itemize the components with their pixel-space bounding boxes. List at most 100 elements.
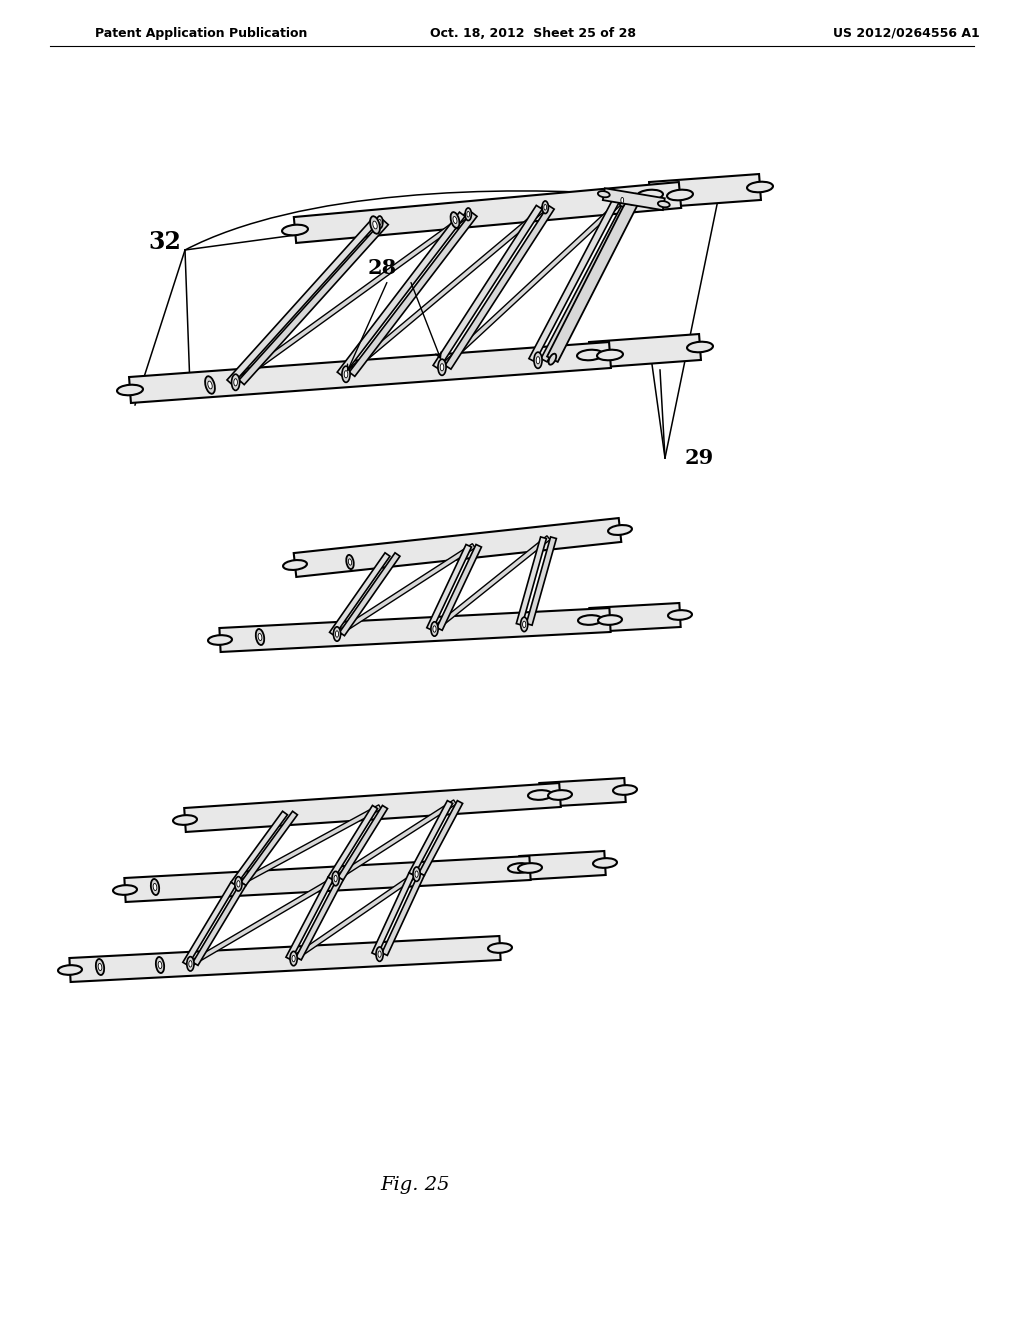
Polygon shape [519,851,606,880]
Polygon shape [294,182,681,243]
Ellipse shape [233,379,238,385]
Ellipse shape [542,201,549,214]
Ellipse shape [593,858,617,867]
Polygon shape [427,544,471,630]
Ellipse shape [578,350,603,360]
Polygon shape [328,805,378,880]
Ellipse shape [158,961,162,969]
Polygon shape [231,812,288,886]
Ellipse shape [208,635,232,645]
Ellipse shape [173,816,197,825]
Ellipse shape [96,958,104,975]
Polygon shape [540,777,626,807]
Ellipse shape [465,209,471,220]
Polygon shape [433,206,542,370]
Ellipse shape [342,366,350,383]
Ellipse shape [346,554,353,569]
Polygon shape [124,855,530,902]
Ellipse shape [431,622,438,636]
Ellipse shape [537,356,540,364]
Polygon shape [649,174,761,209]
Ellipse shape [415,871,418,878]
Polygon shape [286,878,333,960]
Ellipse shape [376,946,383,961]
Polygon shape [419,801,463,875]
Polygon shape [526,537,556,626]
Ellipse shape [373,222,377,228]
Ellipse shape [578,615,602,624]
Polygon shape [129,342,611,403]
Ellipse shape [598,191,609,197]
Ellipse shape [113,886,137,895]
Polygon shape [603,189,665,210]
Polygon shape [337,213,465,376]
Polygon shape [238,805,381,886]
Ellipse shape [508,863,532,873]
Polygon shape [541,198,632,362]
Ellipse shape [620,194,626,206]
Ellipse shape [290,952,297,966]
Ellipse shape [258,634,262,640]
Ellipse shape [687,342,713,352]
Ellipse shape [534,352,542,368]
Ellipse shape [522,622,525,627]
Polygon shape [445,206,554,370]
Polygon shape [334,800,457,880]
Polygon shape [409,801,453,875]
Polygon shape [227,220,376,384]
Polygon shape [437,544,481,630]
Ellipse shape [608,525,632,535]
Ellipse shape [621,198,624,203]
Ellipse shape [657,201,670,207]
Text: Patent Application Publication: Patent Application Publication [95,26,307,40]
Ellipse shape [98,964,101,970]
Polygon shape [340,553,400,636]
Polygon shape [296,878,343,960]
Polygon shape [336,544,475,636]
Ellipse shape [549,354,556,364]
Polygon shape [219,609,610,652]
Ellipse shape [637,190,663,201]
Text: Fig. 25: Fig. 25 [380,1176,450,1195]
Polygon shape [189,876,337,966]
Ellipse shape [438,359,446,375]
Polygon shape [70,936,501,982]
Ellipse shape [348,558,351,565]
Ellipse shape [344,371,348,378]
Ellipse shape [186,957,194,972]
Polygon shape [330,553,390,636]
Ellipse shape [370,216,380,234]
Polygon shape [547,197,639,362]
Polygon shape [193,882,246,965]
Ellipse shape [544,205,547,210]
Polygon shape [529,198,620,362]
Ellipse shape [518,863,542,873]
Polygon shape [440,198,624,370]
Ellipse shape [440,363,443,371]
Ellipse shape [156,957,164,973]
Ellipse shape [433,626,436,632]
Ellipse shape [336,631,339,638]
Ellipse shape [748,182,773,193]
Text: Oct. 18, 2012  Sheet 25 of 28: Oct. 18, 2012 Sheet 25 of 28 [430,26,636,40]
Ellipse shape [451,213,460,228]
Ellipse shape [237,880,240,887]
Ellipse shape [58,965,82,975]
Polygon shape [344,206,547,376]
Polygon shape [234,213,470,384]
Ellipse shape [332,871,339,886]
Ellipse shape [668,610,692,620]
Ellipse shape [231,374,240,391]
Polygon shape [294,517,622,577]
Ellipse shape [520,618,527,631]
Text: 29: 29 [685,447,715,469]
Ellipse shape [334,875,337,882]
Ellipse shape [613,785,637,795]
Ellipse shape [234,876,242,891]
Polygon shape [382,873,424,956]
Polygon shape [239,220,388,384]
Ellipse shape [378,219,381,226]
Ellipse shape [667,190,693,201]
Ellipse shape [292,956,295,962]
Ellipse shape [467,211,470,216]
